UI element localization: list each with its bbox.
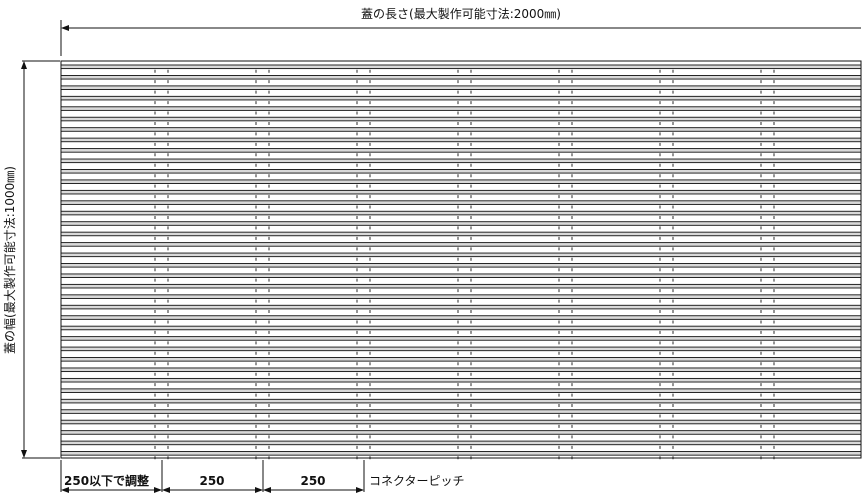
grating-bar	[60, 252, 862, 258]
grating-bar	[60, 106, 862, 111]
grating-bar	[60, 179, 862, 184]
pitch-dimension: 250以下で調整 250 250 コネクターピッチ	[60, 460, 465, 493]
grating-bar	[60, 137, 862, 143]
grating-bar	[60, 64, 862, 70]
grating-bar	[60, 419, 862, 425]
grating-bar	[60, 116, 862, 122]
grating-bar	[60, 409, 862, 414]
grating-bar	[60, 85, 862, 90]
length-label: 蓋の長さ(最大製作可能寸法:2000㎜)	[361, 7, 561, 21]
grating-bar	[60, 346, 862, 352]
grating-bar	[60, 325, 862, 331]
second-span-label: 250	[199, 474, 224, 488]
grating-bar	[60, 294, 862, 299]
grating-bar	[60, 367, 862, 373]
width-dimension: 蓋の幅(最大製作可能寸法:1000㎜)	[2, 60, 60, 459]
grating-bar	[60, 231, 862, 237]
grating-bar	[60, 315, 862, 320]
grating-bar	[60, 127, 862, 132]
grating-bar	[60, 95, 862, 101]
grating-bar	[60, 304, 862, 310]
grating-bar	[60, 440, 862, 446]
third-span-label: 250	[300, 474, 325, 488]
grating-bar	[60, 210, 862, 216]
grating-bar	[60, 148, 862, 153]
grating-bar	[60, 200, 862, 205]
grating-bar	[60, 242, 862, 247]
grating-bar	[60, 336, 862, 341]
grating-bar	[60, 377, 862, 383]
grating-bar	[60, 169, 862, 174]
grating-bar	[60, 158, 862, 164]
length-dimension: 蓋の長さ(最大製作可能寸法:2000㎜)	[60, 7, 861, 56]
grating-bar	[60, 221, 862, 226]
grating-bar	[60, 273, 862, 279]
first-span-label: 250以下で調整	[64, 473, 149, 488]
grating-bar	[60, 74, 862, 80]
grating-bar	[60, 263, 862, 268]
pitch-note-label: コネクターピッチ	[369, 474, 465, 488]
grating-bar	[60, 398, 862, 404]
grating-bar	[60, 451, 862, 456]
grating-bar	[60, 189, 862, 195]
grating-bar	[60, 357, 862, 362]
grating-bar	[60, 430, 862, 435]
grating-bar	[60, 283, 862, 289]
grating-bar	[60, 388, 862, 393]
lid-grating	[60, 60, 862, 460]
width-label: 蓋の幅(最大製作可能寸法:1000㎜)	[2, 166, 17, 354]
